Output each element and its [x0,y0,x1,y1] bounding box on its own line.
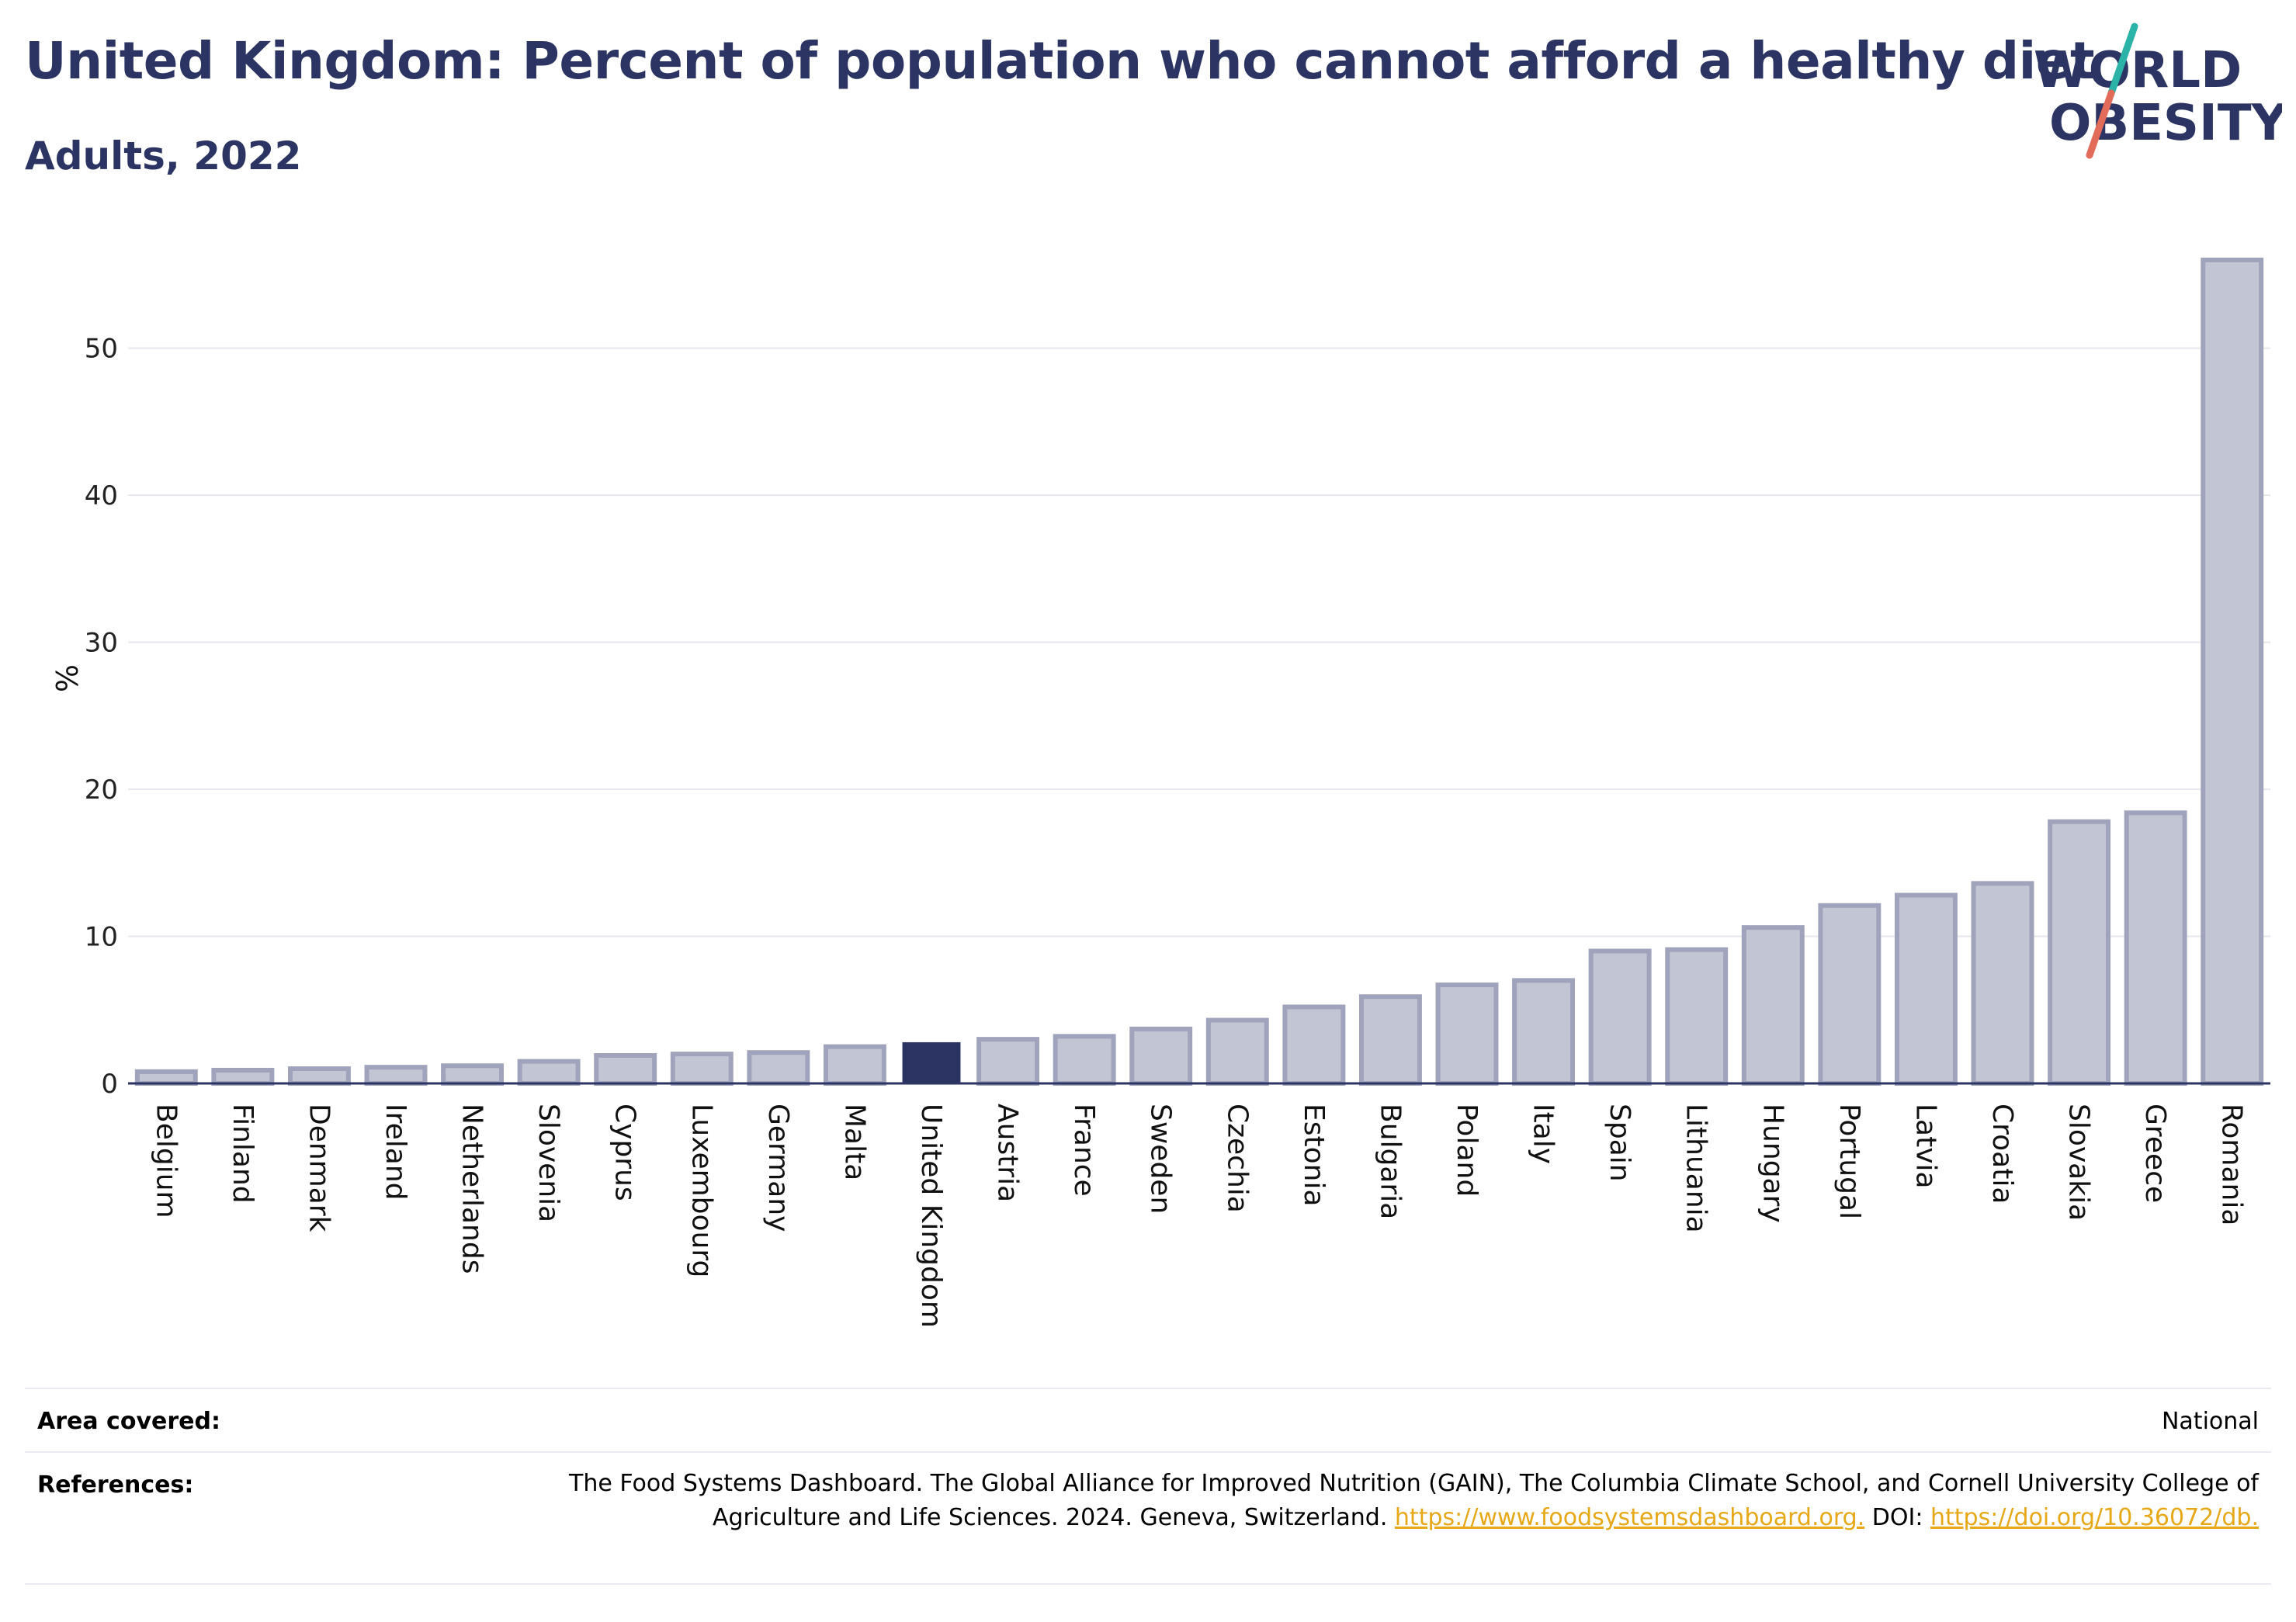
logo-line1: WORLD [2034,42,2242,99]
category-label: France [1068,1104,1100,1197]
y-tick-label: 50 [85,334,118,365]
logo-line2: OBESITY [2049,95,2282,152]
category-label: United Kingdom [915,1104,947,1328]
bar-france [1053,1034,1116,1086]
category-label: Bulgaria [1374,1104,1406,1219]
category-label: Cyprus [609,1104,641,1201]
references-row: References: The Food Systems Dashboard. … [25,1451,2271,1585]
area-covered-row: Area covered: National [25,1388,2271,1451]
bar-portugal [1818,903,1882,1086]
category-label: Poland [1451,1104,1483,1197]
bar-finland [211,1067,275,1087]
category-label: Lithuania [1680,1104,1712,1233]
logo-slash-top [2107,23,2138,97]
category-label: Luxembourg [685,1104,717,1277]
category-label: Belgium [150,1104,182,1218]
bar-sweden [1129,1026,1193,1087]
y-tick-label: 0 [101,1069,118,1100]
y-tick-label: 20 [85,775,118,806]
bar-austria [976,1037,1040,1086]
category-labels: Belgium Finland Denmark Ireland Netherlands S… [150,1104,2247,1328]
y-axis-label: % [49,664,83,692]
doi-link[interactable]: https://doi.org/10.36072/db. [1930,1504,2259,1531]
bar-romania [2201,257,2264,1086]
category-label: Estonia [1298,1104,1330,1207]
area-covered-label: Area covered: [37,1408,220,1435]
y-tick-label: 40 [85,480,118,511]
bar-slovenia [517,1059,581,1087]
category-label: Slovakia [2063,1104,2095,1221]
bar-latvia [1894,892,1958,1086]
bar-bulgaria [1358,994,1422,1087]
references-value: The Food Systems Dashboard. The Global A… [551,1467,2259,1535]
bar-czechia [1205,1017,1269,1087]
bar-spain [1588,948,1652,1086]
category-label: Czechia [1221,1104,1253,1213]
area-covered-value: National [2161,1408,2259,1435]
bar-germany [747,1050,810,1087]
bar-luxembourg [670,1052,734,1086]
bar-cyprus [594,1053,657,1086]
bar-lithuania [1665,947,1729,1087]
page-title: United Kingdom: Percent of population wh… [25,31,2095,91]
references-text: The Food Systems Dashboard. The Global A… [569,1470,2259,1531]
category-label: Finland [227,1104,258,1204]
category-label: Sweden [1145,1104,1177,1214]
category-label: Denmark [303,1104,335,1232]
y-tick-label: 10 [85,922,118,953]
category-label: Ireland [380,1104,411,1201]
category-label: Romania [2216,1104,2248,1225]
bar-estonia [1282,1004,1346,1086]
logo-slash-bottom [2086,89,2115,159]
bar-malta [823,1044,886,1087]
category-label: Netherlands [456,1104,488,1274]
references-label: References: [37,1471,194,1499]
gridlines [128,347,2270,938]
category-label: Austria [992,1104,1024,1202]
category-label: Spain [1604,1104,1635,1182]
category-label: Croatia [1986,1104,2018,1204]
bar-belgium [134,1069,198,1087]
category-label: Greece [2139,1104,2171,1203]
dashboard-link[interactable]: https://www.foodsystemsdashboard.org. [1394,1504,1865,1531]
category-label: Germany [762,1104,794,1232]
category-label: Hungary [1757,1104,1788,1223]
doi-label: DOI: [1871,1504,1923,1531]
page-subtitle: Adults, 2022 [25,133,302,178]
bar-poland [1435,983,1499,1086]
bar-chart: 0 10 20 30 40 50 Belgium Finland Denmark Ireland… [49,257,2270,1328]
bar-hungary [1741,925,1805,1086]
category-label: Slovenia [532,1104,564,1222]
category-label: Portugal [1833,1104,1865,1219]
category-label: Latvia [1909,1104,1941,1189]
category-label: Malta [838,1104,870,1180]
bar-slovakia [2048,819,2111,1086]
bar-denmark [287,1066,351,1086]
bar-italy [1512,978,1576,1086]
bar-united-kingdom [902,1041,961,1083]
y-tick-labels: 0 10 20 30 40 50 [85,334,118,1100]
world-obesity-logo: WORLD OBESITY [2034,23,2282,159]
bar-greece [2124,810,2187,1086]
category-label: Italy [1528,1104,1559,1164]
bar-croatia [1971,881,2034,1086]
bar-ireland [364,1065,428,1086]
bars [134,257,2264,1087]
bar-netherlands [441,1063,505,1087]
y-tick-label: 30 [85,628,118,659]
